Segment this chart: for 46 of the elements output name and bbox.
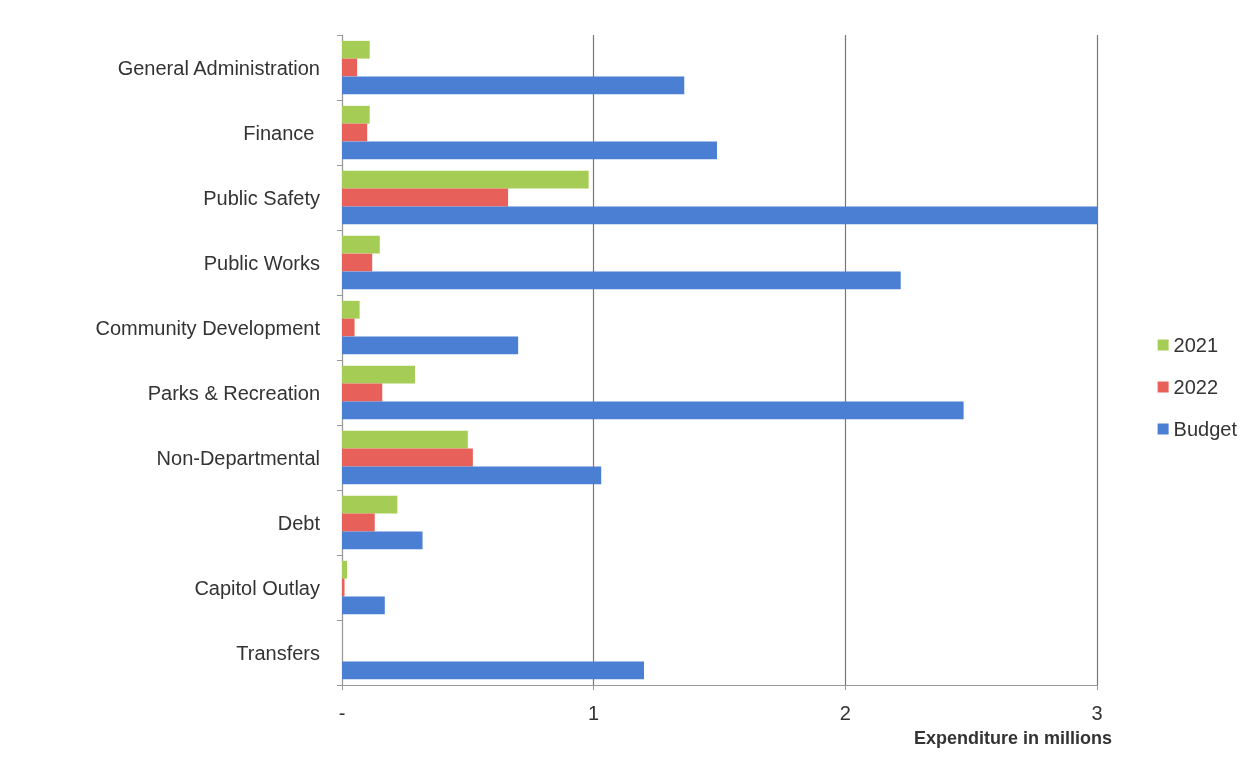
- x-tick-label: 1: [588, 702, 600, 724]
- bar: [342, 318, 355, 337]
- legend-label: 2022: [1173, 376, 1219, 398]
- y-tick-label: Public Works: [203, 251, 320, 274]
- bar: [342, 235, 380, 254]
- bar: [342, 271, 901, 290]
- y-tick-label: Finance: [243, 121, 320, 144]
- bar: [342, 206, 1097, 225]
- bar: [342, 170, 589, 189]
- x-tick-label: -: [338, 702, 346, 724]
- y-tick-label: Parks & Recreation: [147, 381, 320, 404]
- bar: [342, 513, 375, 532]
- bar: [342, 383, 383, 402]
- bar: [342, 336, 519, 355]
- x-tick-label: 3: [1091, 702, 1103, 724]
- legend-label: Budget: [1173, 418, 1238, 440]
- bar: [342, 76, 685, 95]
- y-tick-label: Capitol Outlay: [194, 576, 320, 599]
- bar: [342, 401, 964, 420]
- bar: [342, 578, 345, 597]
- bar: [342, 123, 368, 142]
- y-tick-label: Community Development: [95, 316, 321, 339]
- bar: [342, 495, 398, 514]
- y-tick-label: General Administration: [117, 56, 320, 79]
- bar: [342, 560, 348, 579]
- y-tick-label: Debt: [277, 511, 321, 534]
- x-axis-title: Expenditure in millions: [913, 728, 1112, 748]
- y-tick-label: Transfers: [236, 641, 320, 664]
- bar: [342, 365, 415, 384]
- bar: [342, 58, 358, 77]
- bar: [342, 448, 473, 467]
- x-tick-label: 2: [839, 702, 851, 724]
- bar: [342, 661, 644, 680]
- bar: [342, 300, 360, 319]
- legend-label: 2021: [1173, 334, 1219, 356]
- bar: [342, 253, 373, 272]
- bar: [342, 40, 370, 59]
- bar: [342, 596, 385, 615]
- y-tick-label: Public Safety: [203, 186, 320, 209]
- bar: [342, 531, 423, 550]
- bar: [342, 105, 370, 124]
- bar: [342, 141, 717, 160]
- bar: [342, 466, 602, 485]
- bar: [342, 188, 509, 207]
- bar: [342, 430, 468, 449]
- y-tick-label: Non-Departmental: [156, 446, 320, 469]
